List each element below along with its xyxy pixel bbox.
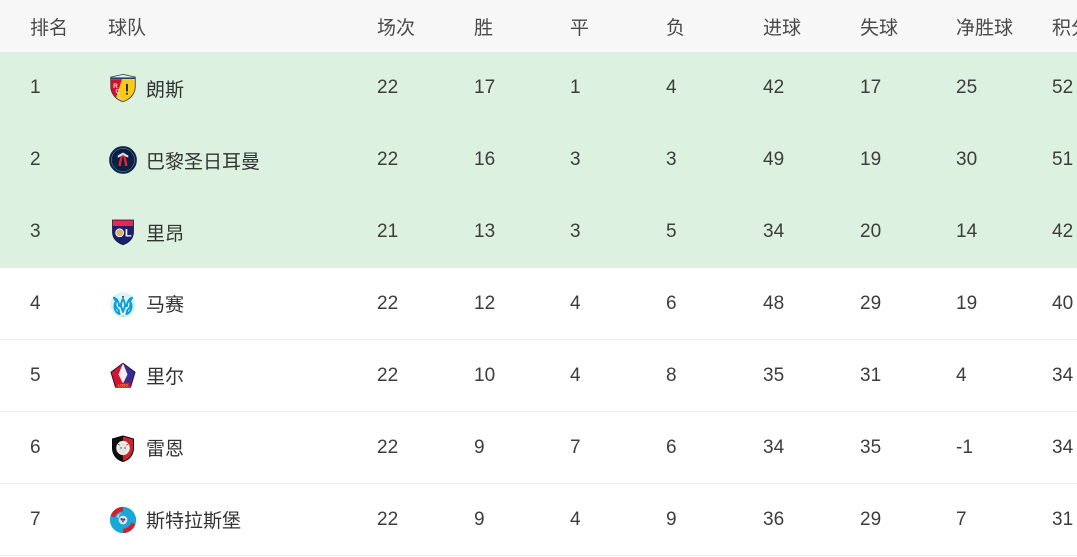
svg-text:OM: OM <box>121 315 125 317</box>
svg-text:L: L <box>125 228 132 240</box>
svg-text:L: L <box>118 94 122 101</box>
svg-text:LOSC: LOSC <box>118 383 129 387</box>
